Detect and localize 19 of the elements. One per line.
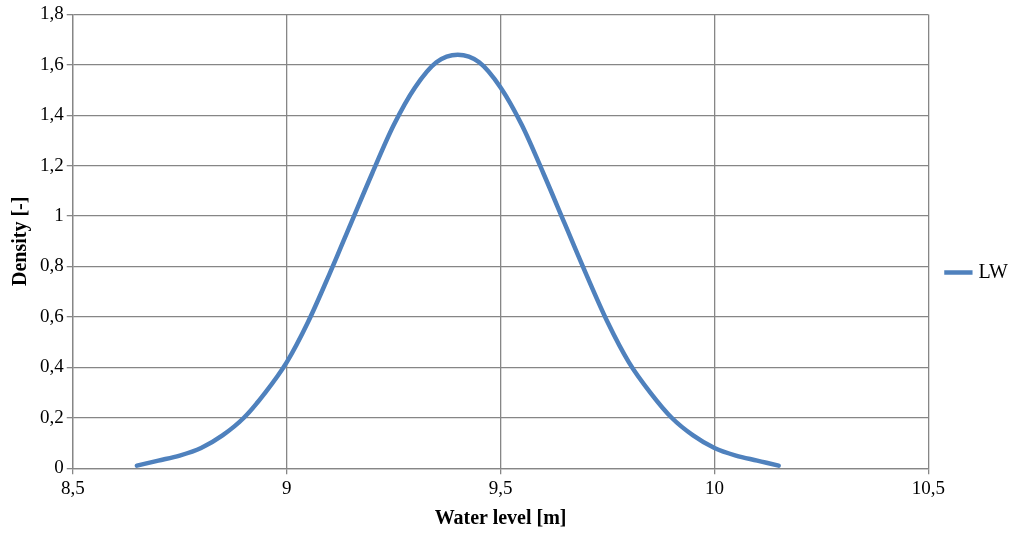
x-tick-label: 10,5 xyxy=(911,476,946,498)
y-tick-label: 1,2 xyxy=(40,153,64,175)
x-tick-label: 8,5 xyxy=(60,476,85,498)
x-tick-label: 9,5 xyxy=(488,476,513,498)
y-tick-label: 0,4 xyxy=(40,355,65,377)
y-tick-label: 1,8 xyxy=(40,2,64,24)
legend-label: LW xyxy=(978,259,1009,282)
y-tick-label: 1,4 xyxy=(40,103,65,125)
y-tick-label: 0,8 xyxy=(40,254,64,276)
y-tick-label: 0 xyxy=(54,456,64,478)
y-axis-title: Density [-] xyxy=(8,196,32,287)
y-tick-label: 1 xyxy=(54,204,64,226)
y-tick-label: 0,6 xyxy=(40,304,64,326)
x-axis-title: Water level [m] xyxy=(434,506,567,529)
y-tick-label: 1,6 xyxy=(40,52,64,74)
y-tick-label: 0,2 xyxy=(40,405,64,427)
x-tick-label: 9 xyxy=(281,476,292,498)
line-series xyxy=(134,52,781,468)
x-tick-label: 10 xyxy=(704,476,724,498)
